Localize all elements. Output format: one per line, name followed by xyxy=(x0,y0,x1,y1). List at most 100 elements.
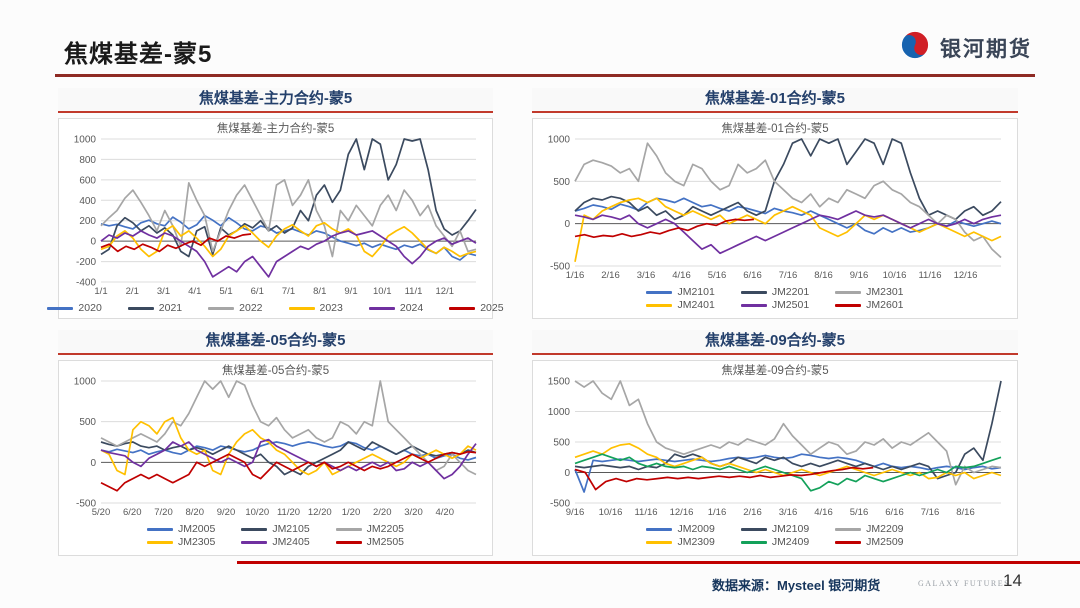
legend-label: JM2305 xyxy=(177,536,216,548)
legend-swatch-icon xyxy=(740,290,767,294)
legend-swatch-icon xyxy=(835,527,862,531)
panel-main-contract: 焦煤基差-主力合约-蒙5 1000 800 600 400 200 0 -200 -400 1/… xyxy=(47,88,504,319)
legend-label: 2025 xyxy=(480,302,504,314)
svg-text:600: 600 xyxy=(79,175,96,186)
data-source-label: 数据来源：Mysteel 银河期货 xyxy=(712,578,881,593)
legend-label: JM2505 xyxy=(366,536,405,548)
legend-item: JM2209 xyxy=(835,523,904,535)
svg-text:0: 0 xyxy=(564,219,570,230)
legend-label: JM2005 xyxy=(177,523,216,535)
svg-text:3/20: 3/20 xyxy=(404,507,423,518)
chart-legend: 2020 2021 2022 2023 2024 2025 xyxy=(47,302,504,314)
svg-text:2/20: 2/20 xyxy=(373,507,392,518)
svg-text:2/16: 2/16 xyxy=(601,270,620,281)
svg-text:4/16: 4/16 xyxy=(672,270,691,281)
chart-legend: JM2005 JM2105 JM2205 JM2305 JM2405 JM2505 xyxy=(61,523,490,548)
svg-text:3/1: 3/1 xyxy=(157,286,170,297)
svg-text:4/1: 4/1 xyxy=(188,286,201,297)
legend-swatch-icon xyxy=(449,306,476,310)
svg-text:5/1: 5/1 xyxy=(219,286,232,297)
svg-text:5/20: 5/20 xyxy=(92,507,111,518)
legend-item: 2023 xyxy=(288,302,343,314)
legend-swatch-icon xyxy=(646,290,673,294)
svg-text:3/16: 3/16 xyxy=(637,270,656,281)
footer-divider xyxy=(237,561,1080,564)
svg-text:12/1: 12/1 xyxy=(436,286,455,297)
svg-text:-200: -200 xyxy=(76,257,96,268)
legend-label: 2020 xyxy=(78,302,102,314)
svg-text:1/16: 1/16 xyxy=(708,507,727,518)
svg-text:11/20: 11/20 xyxy=(277,507,300,518)
svg-text:7/20: 7/20 xyxy=(154,507,173,518)
legend-label: JM2301 xyxy=(866,286,904,298)
chart-01-contract: 1000 500 0 -500 1/16 2/16 3/16 4/16 5/16 6/16 7/16… xyxy=(532,118,1018,319)
legend-label: JM2601 xyxy=(866,299,904,311)
legend-swatch-icon xyxy=(740,303,767,307)
svg-text:9/1: 9/1 xyxy=(344,286,357,297)
legend-item: JM2309 xyxy=(646,536,715,548)
footer: 数据来源：Mysteel 银河期货 GALAXY FUTURES 14 xyxy=(0,571,1080,601)
svg-text:2/16: 2/16 xyxy=(743,507,762,518)
legend-swatch-icon xyxy=(208,306,235,310)
chart-09-contract: 1500 1000 500 0 -500 9/16 10/16 11/16 12/16 1/16 2… xyxy=(532,360,1018,556)
svg-text:6/20: 6/20 xyxy=(123,507,142,518)
brand-label: GALAXY FUTURES xyxy=(918,579,1011,588)
legend-label: JM2109 xyxy=(771,523,810,535)
svg-text:-400: -400 xyxy=(76,278,96,289)
svg-text:6/16: 6/16 xyxy=(743,270,762,281)
svg-text:8/16: 8/16 xyxy=(956,507,975,518)
svg-text:-500: -500 xyxy=(550,262,570,273)
svg-text:9/16: 9/16 xyxy=(850,270,869,281)
legend-item: JM2101 xyxy=(646,286,715,298)
chart-legend: JM2101 JM2201 JM2301 JM2401 JM2501 JM2601 xyxy=(535,286,1015,311)
legend-swatch-icon xyxy=(47,306,74,310)
svg-text:11/16: 11/16 xyxy=(634,507,657,518)
svg-text:1500: 1500 xyxy=(548,377,571,388)
legend-item: JM2501 xyxy=(740,299,809,311)
legend-label: JM2101 xyxy=(677,286,715,298)
page-title: 焦煤基差-蒙5 xyxy=(64,41,213,68)
svg-text:1/1: 1/1 xyxy=(94,286,107,297)
svg-text:0: 0 xyxy=(90,237,96,248)
svg-text:7/1: 7/1 xyxy=(282,286,295,297)
svg-text:7/16: 7/16 xyxy=(779,270,798,281)
svg-text:1/16: 1/16 xyxy=(566,270,585,281)
legend-label: 2021 xyxy=(158,302,183,314)
legend-label: 2023 xyxy=(319,302,343,314)
page-number: 14 xyxy=(1003,571,1022,590)
svg-text:800: 800 xyxy=(79,155,96,166)
svg-text:4/16: 4/16 xyxy=(814,507,833,518)
svg-text:11/1: 11/1 xyxy=(405,286,423,297)
panel-09-contract: 焦煤基差-09合约-蒙5 1500 1000 500 0 -500 9/16 10/16 11… xyxy=(532,330,1018,556)
svg-text:1000: 1000 xyxy=(74,377,97,388)
svg-text:11/16: 11/16 xyxy=(918,270,941,281)
svg-text:12/16: 12/16 xyxy=(954,270,978,281)
legend-item: 2021 xyxy=(127,302,183,314)
legend-swatch-icon xyxy=(740,540,767,544)
legend-item: JM2409 xyxy=(740,536,809,548)
legend-item: JM2005 xyxy=(146,523,216,535)
legend-swatch-icon xyxy=(127,306,154,310)
legend-item: JM2601 xyxy=(835,299,904,311)
svg-text:3/16: 3/16 xyxy=(779,507,798,518)
legend-swatch-icon xyxy=(835,540,862,544)
svg-text:5/16: 5/16 xyxy=(708,270,727,281)
legend-item: JM2401 xyxy=(646,299,715,311)
svg-text:500: 500 xyxy=(553,438,570,449)
legend-item: JM2105 xyxy=(241,523,310,535)
legend-swatch-icon xyxy=(146,527,173,531)
legend-swatch-icon xyxy=(335,527,362,531)
svg-text:焦煤基差-09合约-蒙5: 焦煤基差-09合约-蒙5 xyxy=(721,363,828,377)
svg-text:8/20: 8/20 xyxy=(186,507,205,518)
legend-label: JM2105 xyxy=(272,523,310,535)
svg-text:200: 200 xyxy=(79,216,96,227)
svg-text:0: 0 xyxy=(90,458,96,469)
legend-label: JM2405 xyxy=(272,536,310,548)
legend-item: JM2205 xyxy=(335,523,404,535)
legend-swatch-icon xyxy=(288,306,315,310)
panel-01-contract: 焦煤基差-01合约-蒙5 1000 500 0 -500 1/16 2/16 3/16 4/1… xyxy=(532,88,1018,319)
legend-item: 2024 xyxy=(368,302,423,314)
svg-text:1000: 1000 xyxy=(74,135,97,146)
